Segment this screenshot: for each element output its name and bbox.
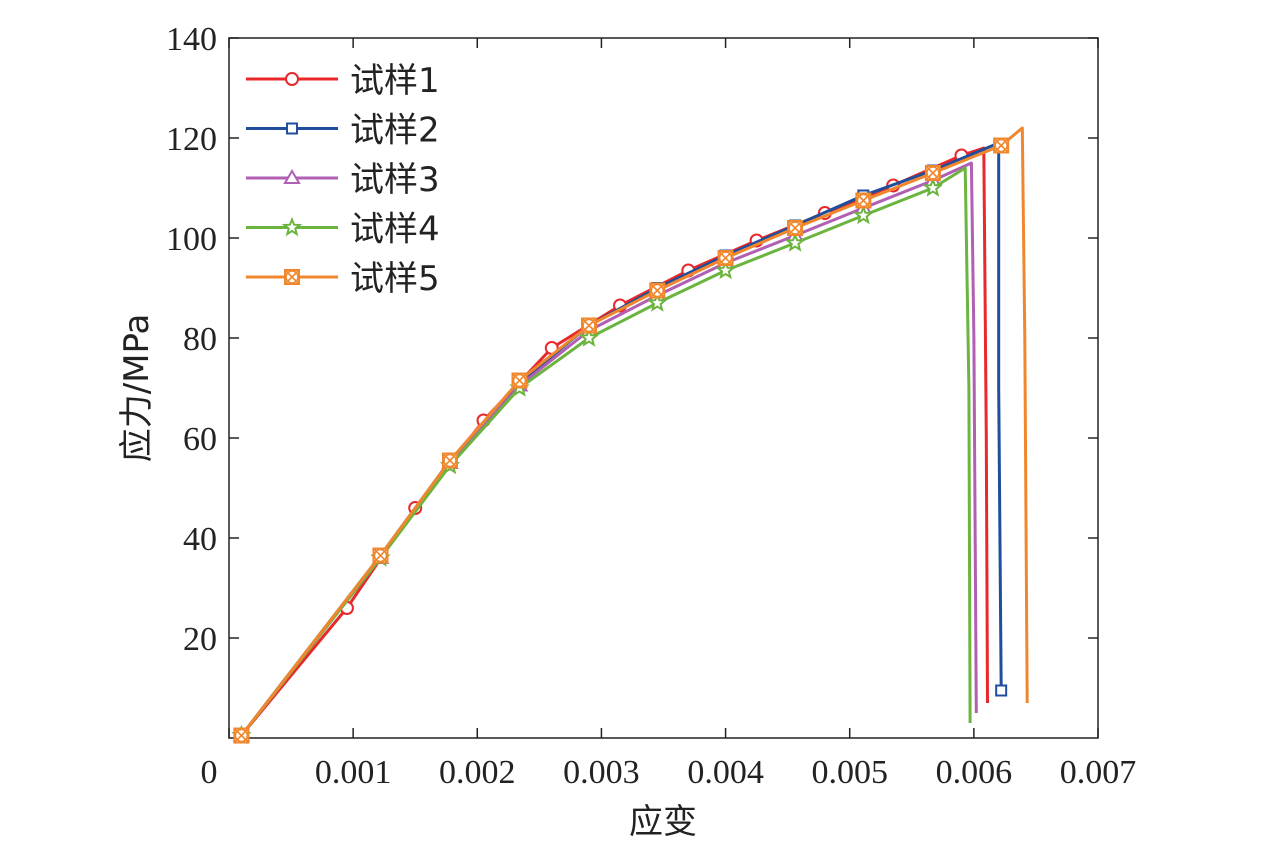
marker-ring [926, 166, 940, 180]
data-point [717, 250, 734, 266]
marker-ring [788, 221, 802, 235]
marker-ring [856, 193, 871, 208]
marker-cross [511, 372, 528, 389]
y-tick-label: 80 [183, 321, 217, 358]
legend-label: 试样5 [350, 259, 440, 299]
data-point [995, 684, 1008, 697]
legend-label: 试样4 [350, 210, 440, 250]
data-point [285, 72, 299, 86]
legend-label: 试样3 [350, 160, 440, 200]
data-point [922, 177, 944, 197]
series-4 [231, 166, 972, 745]
data-point [233, 727, 250, 744]
x-axis: 0 0.001 0.002 0.003 0.004 0.005 0.006 0.007 [201, 38, 1137, 791]
legend-label: 试样2 [350, 111, 440, 151]
data-point [649, 282, 666, 299]
y-tick-label: 120 [166, 121, 217, 158]
y-tick-label: 60 [183, 421, 217, 458]
y-axis-title: 应力/MPa [117, 314, 157, 463]
x-tick-label: 0.001 [315, 754, 392, 791]
marker-cross [649, 282, 665, 299]
legend-item-1: 试样1 [246, 61, 440, 101]
data-point [511, 372, 528, 389]
plot-frame [228, 37, 1099, 739]
data-point [283, 169, 301, 184]
legend-item-5: 试样5 [246, 259, 440, 299]
y-axis: 20 40 60 80 100 120 140 [166, 21, 1098, 658]
legend-item-4: 试样4 [246, 210, 440, 250]
legend-label: 试样1 [350, 61, 440, 101]
x-tick-label: 0.007 [1060, 754, 1137, 791]
x-tick-label: 0.003 [563, 754, 640, 791]
x-tick-label: 0.004 [687, 754, 764, 791]
marker-ring [512, 373, 527, 388]
data-point [581, 317, 598, 334]
marker-ring [443, 453, 457, 468]
series-5 [233, 126, 1029, 744]
data-point [372, 547, 389, 564]
marker-cross [233, 727, 249, 744]
data-point [441, 452, 458, 469]
data-point [993, 137, 1010, 154]
marker-cross [993, 137, 1009, 154]
y-tick-label: 140 [166, 21, 217, 58]
data-point [284, 269, 300, 285]
legend-item-2: 试样2 [246, 111, 440, 151]
marker-ring [582, 318, 596, 333]
data-point [578, 327, 600, 347]
marker-cross [925, 165, 941, 181]
marker-cross [372, 547, 389, 564]
marker-ring [718, 251, 733, 265]
data-point [784, 232, 806, 252]
marker-ring [234, 728, 249, 743]
x-tick-label: 0 [201, 754, 218, 791]
series-3 [232, 161, 978, 742]
marker-cross [855, 192, 871, 209]
x-tick-label: 0.005 [811, 754, 888, 791]
data-point [853, 204, 874, 225]
marker-cross [284, 269, 300, 285]
marker-ring [373, 548, 388, 563]
marker-ring [650, 283, 665, 298]
x-axis-title: 应变 [629, 802, 697, 842]
marker-cross [718, 250, 734, 266]
x-tick-label: 0.002 [439, 754, 516, 791]
series-1 [234, 146, 989, 743]
marker-cross [581, 317, 597, 334]
marker-cross [787, 220, 803, 236]
marker-cross [442, 452, 458, 469]
data-point [281, 216, 303, 237]
data-point [715, 259, 736, 280]
legend-item-3: 试样3 [246, 160, 440, 200]
plot-border [228, 37, 1099, 739]
y-tick-label: 20 [183, 621, 217, 658]
legend: 试样1 试样2 试样3 试样4 试样5 [246, 61, 440, 299]
marker-ring [285, 270, 299, 284]
series-line [240, 166, 972, 737]
series-line [240, 126, 1029, 737]
y-tick-label: 40 [183, 521, 217, 558]
data-point [647, 292, 668, 312]
data-point [924, 165, 941, 181]
x-tick-label: 0.006 [936, 754, 1013, 791]
series-layer [231, 126, 1029, 745]
y-tick-label: 100 [166, 221, 217, 258]
data-point [286, 122, 298, 135]
data-point [855, 192, 872, 209]
data-point [787, 220, 804, 236]
marker-ring [994, 138, 1008, 153]
